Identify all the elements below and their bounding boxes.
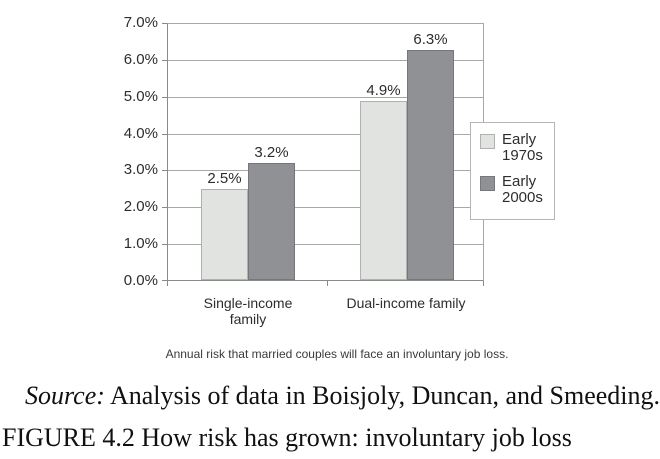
bar-dual-income-2000s: [407, 49, 454, 280]
x-axis-category-label: Single-income family: [203, 295, 293, 327]
figure-caption: FIGURE 4.2 How risk has grown: involunta…: [2, 423, 572, 452]
y-axis-tick-label: 1.0%: [123, 235, 158, 252]
x-axis-tickmark: [483, 281, 484, 286]
bar-single-income-2000s: [248, 162, 295, 280]
bar-value-label: 2.5%: [207, 169, 242, 187]
bar-slot-single-income-1970s: 2.5%: [201, 24, 248, 280]
bar-slot-dual-income-2000s: 6.3%: [407, 24, 454, 280]
y-axis-tick-label: 7.0%: [123, 14, 158, 31]
y-axis-tick-label: 6.0%: [123, 51, 158, 68]
y-axis-tickmark: [162, 244, 167, 245]
y-axis-tickmark: [162, 280, 167, 281]
bar-value-label: 6.3%: [413, 30, 448, 48]
x-axis-tickmark: [167, 281, 168, 286]
source-line: Source: Analysis of data in Boisjoly, Du…: [25, 381, 660, 411]
gridline: [168, 60, 483, 61]
y-axis-tickmark: [162, 97, 167, 98]
legend-item-early-2000s: Early 2000s: [480, 174, 548, 206]
legend-label: Early 1970s: [502, 131, 543, 164]
chart-legend: Early 1970s Early 2000s: [470, 122, 555, 220]
source-text: Analysis of data in Boisjoly, Duncan, an…: [109, 381, 660, 410]
bar-dual-income-1970s: [360, 100, 407, 280]
y-axis-tick-label: 5.0%: [123, 88, 158, 105]
source-label: Source:: [25, 381, 105, 410]
gridline: [168, 97, 483, 98]
y-axis-tick-label: 4.0%: [123, 125, 158, 142]
bar-value-label: 3.2%: [254, 143, 289, 161]
gridline: [168, 207, 483, 208]
gridline: [168, 134, 483, 135]
legend-item-early-1970s: Early 1970s: [480, 132, 548, 164]
bar-slot-dual-income-1970s: 4.9%: [360, 24, 407, 280]
y-axis-tickmark: [162, 207, 167, 208]
gridline: [168, 170, 483, 171]
bar-slot-single-income-2000s: 3.2%: [248, 24, 295, 280]
legend-swatch-icon: [480, 176, 495, 191]
bar-single-income-1970s: [201, 188, 248, 280]
y-axis-tick-label: 2.0%: [123, 198, 158, 215]
x-axis-tickmark: [327, 281, 328, 286]
legend-swatch-icon: [480, 134, 495, 149]
gridline: [168, 244, 483, 245]
y-axis-tickmark: [162, 23, 167, 24]
bar-value-label: 4.9%: [366, 81, 401, 99]
y-axis-tick-label: 3.0%: [123, 161, 158, 178]
plot-area: 2.5% 3.2% 4.9% 6.3%: [162, 23, 484, 286]
y-axis-tickmark: [162, 60, 167, 61]
y-axis-tickmark: [162, 134, 167, 135]
y-axis-tick-label: 0.0%: [123, 272, 158, 289]
legend-label: Early 2000s: [502, 173, 543, 206]
x-axis-category-label: Dual-income family: [346, 295, 466, 311]
y-axis-tickmark: [162, 170, 167, 171]
chart-caption: Annual risk that married couples will fa…: [165, 347, 509, 361]
